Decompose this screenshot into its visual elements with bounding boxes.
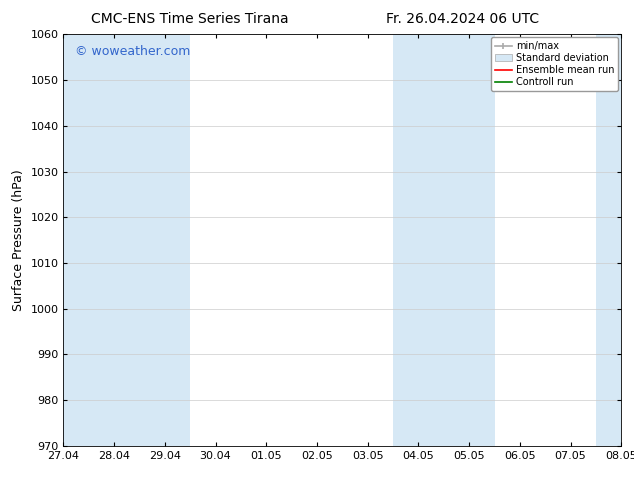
Bar: [596, 34, 634, 446]
Bar: [393, 34, 495, 446]
Text: Fr. 26.04.2024 06 UTC: Fr. 26.04.2024 06 UTC: [386, 12, 540, 26]
Legend: min/max, Standard deviation, Ensemble mean run, Controll run: min/max, Standard deviation, Ensemble me…: [491, 37, 618, 91]
Text: CMC-ENS Time Series Tirana: CMC-ENS Time Series Tirana: [91, 12, 289, 26]
Bar: [38, 34, 190, 446]
Text: © woweather.com: © woweather.com: [75, 45, 190, 58]
Y-axis label: Surface Pressure (hPa): Surface Pressure (hPa): [12, 169, 25, 311]
